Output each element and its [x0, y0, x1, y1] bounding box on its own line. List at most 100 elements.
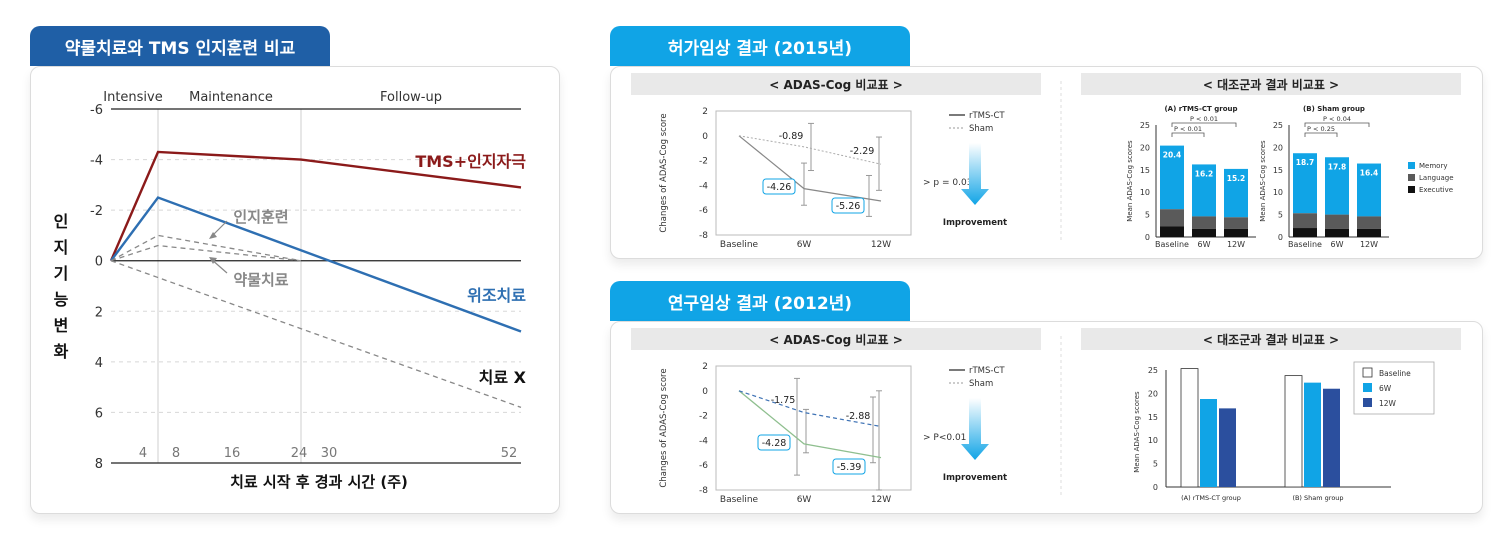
series-label: 인지훈련 [233, 208, 288, 226]
data-label: -2.29 [850, 146, 875, 157]
bar [1200, 399, 1217, 487]
y-axis-label: Changes of ADAS-Cog score [659, 113, 669, 232]
y-axis-label: Mean ADAS-Cog scores [1259, 140, 1267, 222]
y-axis-label-char: 변 [54, 316, 69, 335]
y-tick-label: 20 [1148, 389, 1158, 398]
section-header-bg [1081, 328, 1461, 350]
data-label: -1.75 [771, 395, 796, 406]
y-axis-label-char: 지 [54, 238, 69, 257]
y-tick-label: -4 [699, 181, 708, 191]
y-tick-label: 2 [702, 107, 708, 117]
bar [1284, 375, 1303, 488]
p-bracket [1171, 132, 1205, 137]
bar-executive [1224, 228, 1248, 237]
y-tick-label: -4 [90, 154, 103, 169]
y-axis-label: Mean ADAS-Cog scores [1126, 140, 1134, 222]
y-tick-label: 10 [1148, 436, 1158, 445]
legend-label: Baseline [1379, 369, 1411, 378]
bar-value-label: 20.4 [1163, 151, 1182, 160]
x-tick-label: 12W [871, 240, 891, 250]
legend-swatch [1408, 162, 1415, 169]
top-tab-title: 허가임상 결과 (2015년) [667, 38, 853, 59]
series-line [738, 390, 882, 428]
y-tick-label: 0 [702, 387, 708, 397]
bar [1323, 388, 1340, 487]
data-label: -0.89 [779, 131, 804, 142]
bar-group-title: (B) Sham group [1303, 105, 1365, 113]
bar [1219, 408, 1236, 487]
y-axis-label-char: 화 [54, 342, 69, 361]
section-header: < ADAS-Cog 비교표 > [769, 77, 903, 92]
p-bracket-label: P < 0.01 [1174, 125, 1202, 133]
bar-value-label: 15.2 [1227, 174, 1246, 183]
series-line [738, 135, 882, 165]
y-tick-label: 5 [1145, 211, 1150, 220]
legend-label: Language [1419, 174, 1454, 182]
p-bracket-label: P < 0.25 [1307, 125, 1335, 133]
series-label: TMS+인지자극 [415, 152, 526, 171]
y-tick-label: 0 [1278, 233, 1283, 242]
data-label: -4.26 [767, 182, 792, 193]
series-line [110, 244, 302, 262]
bar-language [1325, 214, 1349, 229]
legend-swatch [1408, 186, 1415, 193]
data-label: -2.88 [846, 411, 871, 422]
y-tick-label: 0 [1153, 483, 1158, 492]
bar [1180, 368, 1199, 488]
bottom-tab: 연구임상 결과 (2012년) [610, 281, 910, 321]
series-label: 약물치료 [233, 271, 288, 289]
x-tick-label: Baseline [1155, 240, 1189, 249]
x-tick-label: 6W [797, 240, 812, 250]
x-tick-label: 30 [321, 446, 338, 461]
y-tick-label: -8 [699, 486, 708, 496]
y-tick-label: 4 [95, 356, 103, 371]
bottom-card: < ADAS-Cog 비교표 >2 0 -2 -4 -6 -8 Baseline 6W 12W C… [610, 321, 1483, 514]
data-label: -5.26 [836, 201, 861, 212]
y-tick-label: -2 [699, 412, 708, 422]
data-label-box [757, 434, 791, 451]
x-tick-label: Baseline [720, 240, 759, 250]
legend-swatch [1363, 398, 1372, 407]
y-tick-label: 10 [1273, 188, 1283, 197]
bar-memory [1224, 168, 1248, 218]
legend-label: Memory [1419, 162, 1447, 170]
y-tick-label: 25 [1273, 121, 1283, 130]
series-label: 치료 X [479, 368, 527, 387]
bar-language [1293, 213, 1317, 229]
bar-executive [1357, 228, 1381, 237]
bar-executive [1325, 228, 1349, 237]
y-axis-label-char: 인 [54, 212, 69, 231]
y-tick-label: -6 [90, 103, 103, 118]
left-tab-title: 약물치료와 TMS 인지훈련 비교 [64, 38, 296, 59]
bar-memory [1192, 164, 1216, 217]
bar-value-label: 18.7 [1296, 158, 1315, 167]
y-tick-label: 20 [1273, 143, 1283, 152]
pointer-arrowhead [209, 232, 217, 239]
p-bracket [1304, 122, 1370, 127]
legend-label: 12W [1379, 399, 1397, 408]
left-card: Intensive Maintenance Follow-up -6 -4 -2 0 2 4 6 8… [30, 66, 560, 514]
plot-frame [715, 365, 912, 491]
x-tick-label: Baseline [720, 495, 759, 505]
series-line [109, 150, 522, 262]
legend-label: 6W [1379, 384, 1392, 393]
section-header-bg [631, 73, 1041, 95]
y-tick-label: 25 [1140, 121, 1150, 130]
legend-swatch [1363, 383, 1372, 392]
y-tick-label: 0 [702, 132, 708, 142]
x-tick-label: Baseline [1288, 240, 1322, 249]
legend-label: Sham [969, 124, 993, 134]
p-value-label: > p = 0.03 [923, 178, 972, 188]
y-axis-label: Mean ADAS-Cog scores [1133, 391, 1141, 473]
data-label: -5.39 [837, 462, 862, 473]
section-header-bg [1081, 73, 1461, 95]
x-tick-label: 6W [1331, 240, 1344, 249]
x-tick-label: 8 [172, 446, 180, 461]
y-tick-label: -2 [699, 157, 708, 167]
x-tick-label: 6W [797, 495, 812, 505]
y-axis-label-char: 기 [54, 264, 69, 283]
bar-executive [1293, 228, 1317, 237]
bar-language [1357, 216, 1381, 229]
y-axis-label-char: 능 [54, 290, 69, 309]
